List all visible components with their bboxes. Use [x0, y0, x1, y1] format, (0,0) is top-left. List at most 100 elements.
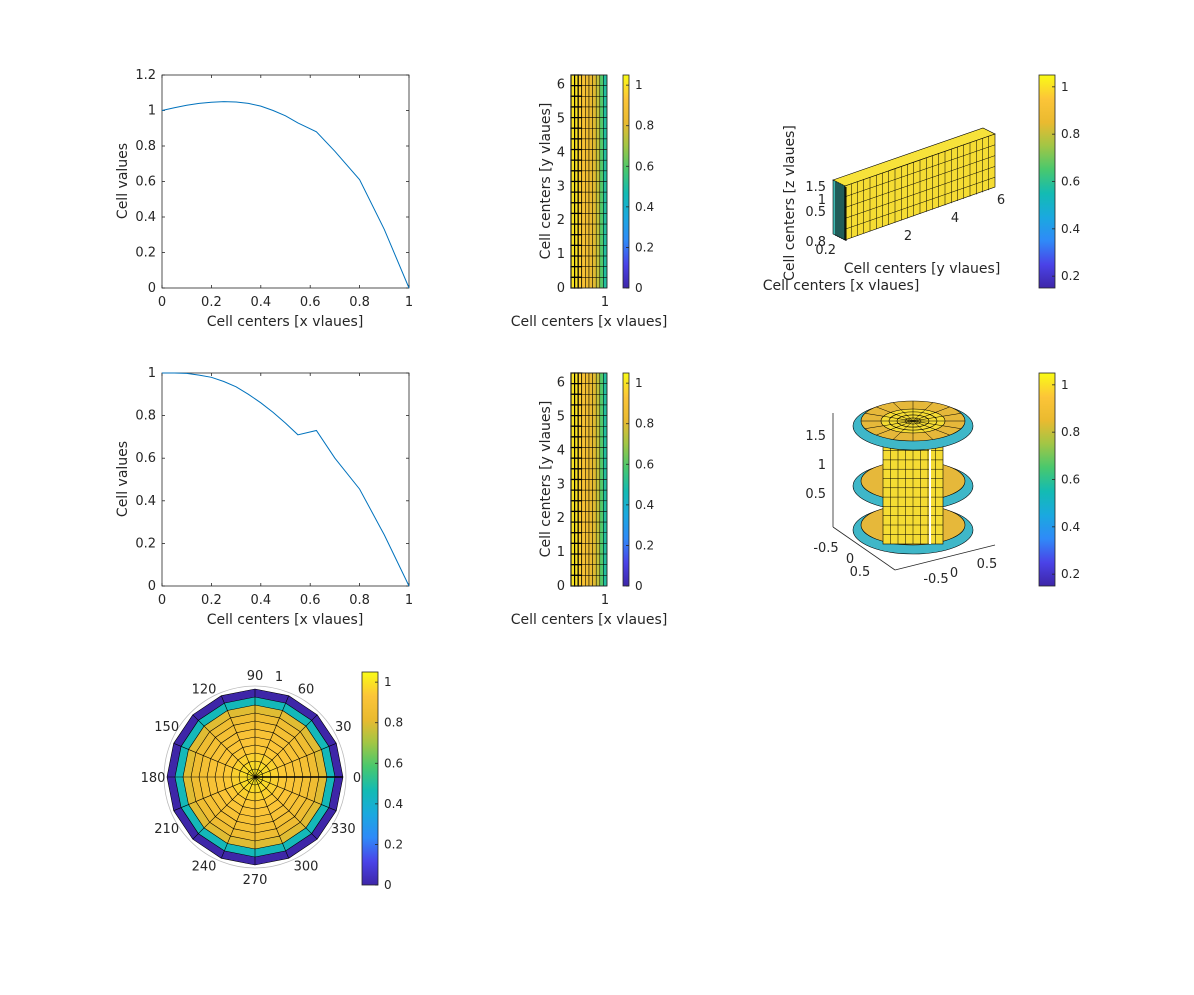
heatmap-cell: [603, 521, 608, 533]
colorbar-tick-label: 1: [384, 675, 392, 689]
colorbar-tick-label: 0.8: [635, 119, 654, 133]
heatmap-cell: [581, 575, 586, 587]
heatmap-cell: [599, 532, 604, 544]
subplot-5: 0 1 2 3 4 5 6 1 Cell centers [x vlaues] Cell ce…: [511, 372, 668, 628]
colorbar-tick-label: 0.8: [1061, 127, 1080, 141]
mesh-spoke: [912, 420, 950, 436]
heatmap-cell: [603, 447, 608, 459]
y-tick-label: 4: [557, 443, 565, 458]
heatmap-cell: [595, 532, 601, 544]
heatmap-cell: [595, 457, 601, 470]
heatmap-cell: [595, 159, 601, 172]
heatmap-cell: [581, 521, 586, 533]
heatmap-cell: [581, 447, 586, 459]
heatmap-cell: [592, 543, 597, 555]
x-tick-label: 0.8: [349, 593, 370, 608]
heatmap-cell: [603, 532, 608, 544]
p7-colorbar: 0 0.2 0.4 0.6 0.8 1: [361, 671, 403, 892]
heatmap-cell: [577, 383, 583, 395]
heatmap-cell: [577, 148, 583, 161]
x-tick-label: 0: [158, 295, 166, 310]
heatmap-cell: [592, 181, 597, 193]
heatmap-cell: [577, 255, 583, 268]
heatmap-cell: [585, 138, 590, 150]
heatmap-cell: [592, 383, 597, 395]
p3-ytick-6: 6: [997, 193, 1005, 208]
heatmap-cell: [585, 479, 590, 491]
heatmap-cell: [599, 138, 604, 150]
heatmap-cell: [581, 372, 586, 384]
heatmap-cell: [603, 159, 608, 172]
heatmap-cell: [585, 415, 590, 427]
heatmap-cell: [603, 457, 608, 470]
heatmap-cell: [577, 106, 583, 119]
p5-axes-box: [570, 372, 608, 587]
y-tick-label: 0.8: [135, 409, 156, 424]
polar-spoke: [221, 695, 256, 778]
x-tick-label: 0.2: [201, 593, 222, 608]
p7-angle-labels: 0 30 60 90 120 150 180 210 240 270 300 330: [141, 669, 362, 888]
heatmap-cell: [599, 479, 604, 491]
colorbar-tick-label: 0.2: [384, 837, 403, 851]
heatmap-cell: [595, 202, 601, 214]
heatmap-cell: [588, 277, 593, 289]
heatmap-cell: [581, 202, 586, 214]
heatmap-cell: [577, 138, 583, 151]
p2-xlabel: Cell centers [x vlaues]: [511, 314, 668, 330]
heatmap-cell: [592, 457, 597, 470]
p6-ticks: 1.5 1 0.5 -0.5 0 0.5 -0.5 0 0.5: [805, 429, 997, 587]
heatmap-cell: [581, 468, 586, 480]
heatmap-cell: [581, 85, 586, 97]
heatmap-cell: [581, 277, 586, 289]
colorbar-gradient: [622, 74, 630, 289]
heatmap-cell: [603, 74, 608, 86]
p6-ztick-1: 1: [818, 458, 826, 473]
heatmap-cell: [599, 191, 604, 204]
heatmap-cell: [577, 159, 583, 172]
heatmap-cell: [603, 500, 608, 512]
heatmap-cell: [592, 106, 597, 118]
heatmap-cell: [588, 266, 593, 278]
polar-spoke: [173, 776, 256, 811]
heatmap-cell: [581, 394, 586, 406]
p3-ztick-1-5: 1.5: [805, 180, 826, 195]
x-tick-label: 0.4: [250, 295, 271, 310]
x-tick-label: 1: [601, 593, 609, 608]
heatmap-cell: [577, 489, 583, 502]
heatmap-cell: [603, 138, 608, 150]
heatmap-cell: [595, 266, 601, 278]
heatmap-cell: [581, 74, 586, 86]
heatmap-cell: [603, 489, 608, 502]
y-tick-label: 5: [557, 111, 565, 126]
heatmap-cell: [603, 543, 608, 555]
heatmap-cell: [603, 479, 608, 491]
heatmap-cell: [592, 202, 597, 214]
heatmap-cell: [581, 436, 586, 448]
colorbar-tick-label: 0.2: [635, 240, 654, 254]
polar-spoke: [254, 695, 289, 778]
heatmap-cell: [599, 117, 604, 129]
heatmap-cell: [585, 96, 590, 108]
heatmap-cell: [592, 500, 597, 512]
x-tick-label: 0.8: [349, 295, 370, 310]
heatmap-cell: [599, 575, 604, 587]
heatmap-cell: [585, 74, 590, 86]
heatmap-cell: [585, 213, 590, 225]
heatmap-cell: [603, 255, 608, 267]
mesh-line: [844, 155, 996, 208]
heatmap-cell: [599, 96, 604, 108]
p5-xlabel: Cell centers [x vlaues]: [511, 612, 668, 628]
y-tick-label: 0: [557, 579, 565, 594]
heatmap-cell: [603, 234, 608, 246]
heatmap-cell: [588, 553, 593, 565]
p1-ticks: 0 0.2 0.4 0.6 0.8 1 0 0.2 0.4 0.6 0.8 1 1.2: [135, 68, 413, 310]
heatmap-cell: [577, 223, 583, 236]
heatmap-cell: [592, 170, 597, 182]
heatmap-cell: [585, 255, 590, 267]
heatmap-cell: [595, 106, 601, 118]
heatmap-cell: [585, 85, 590, 97]
heatmap-cell: [603, 394, 608, 406]
subplot-7: 0 30 60 90 120 150 180 210 240 270 300 330 1 0 0.2 0.…: [141, 669, 404, 892]
heatmap-cell: [592, 159, 597, 172]
colorbar-tick-label: 0.4: [635, 200, 654, 214]
